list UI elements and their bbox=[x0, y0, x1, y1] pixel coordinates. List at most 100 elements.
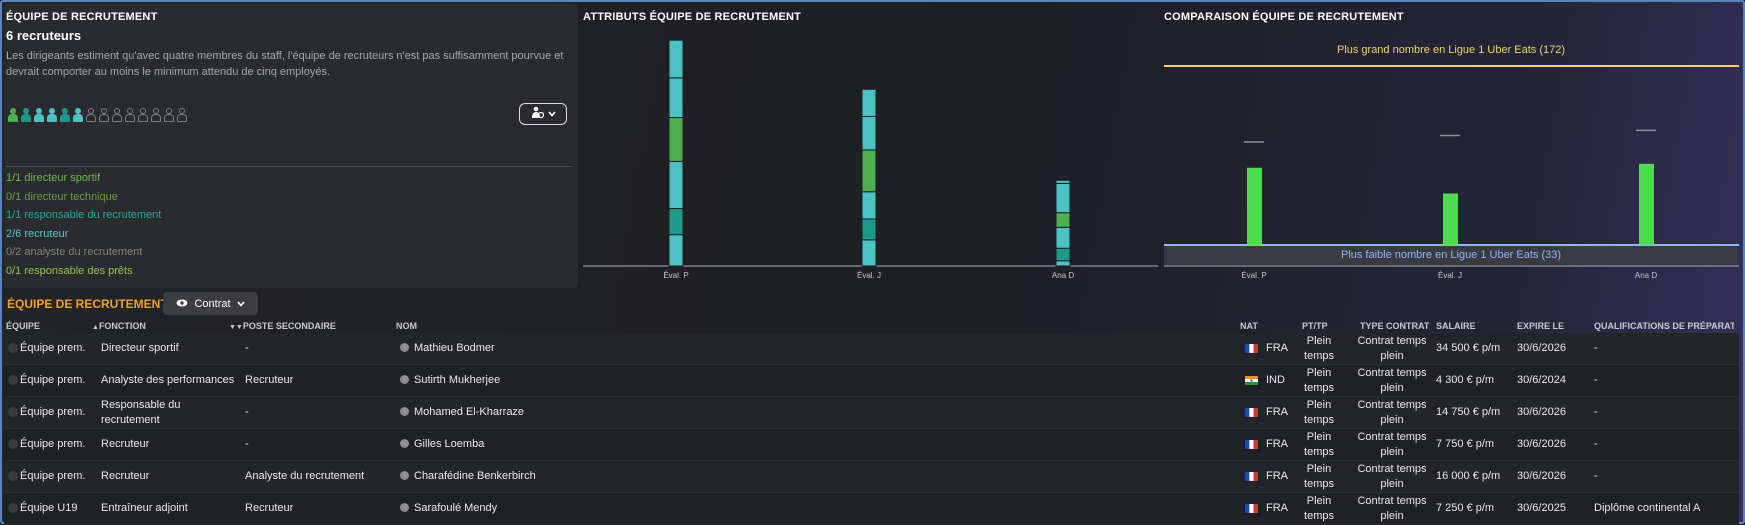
select-dot[interactable] bbox=[8, 407, 18, 417]
role-count: 1/1 directeur sportif bbox=[6, 172, 101, 184]
cell-expire: 30/6/2026 bbox=[1517, 470, 1566, 482]
role-list: 1/1 directeur sportif 0/1 directeur techn… bbox=[6, 169, 161, 281]
x-tick-label: Éval. P bbox=[1241, 271, 1266, 280]
cell-qualifications: - bbox=[1594, 438, 1598, 450]
value-bar bbox=[1639, 163, 1654, 245]
staff-slot-icon bbox=[112, 108, 122, 122]
cell-pt-tp: Plein temps bbox=[1304, 399, 1334, 426]
contract-view-button[interactable]: Contrat bbox=[163, 292, 258, 315]
cell-qualifications: - bbox=[1594, 406, 1598, 418]
x-tick-label: Éval. J bbox=[1438, 271, 1462, 280]
comparison-chart: Éval. P Éval. J Ana D bbox=[1164, 65, 1739, 280]
cell-expire: 30/6/2025 bbox=[1517, 502, 1566, 514]
cell-fonction: Analyste des performances bbox=[101, 374, 235, 386]
panel-title: ÉQUIPE DE RECRUTEMENT bbox=[6, 11, 158, 23]
select-dot[interactable] bbox=[8, 503, 18, 513]
cell-poste-secondaire: - bbox=[245, 406, 249, 418]
cell-type-contrat: Contrat temps plein bbox=[1357, 367, 1427, 394]
staff-slot-icon bbox=[47, 108, 57, 122]
cell-pt-tp: Plein temps bbox=[1304, 367, 1334, 394]
select-dot[interactable] bbox=[8, 343, 18, 353]
cell-nom[interactable]: Mohamed El-Kharraze bbox=[400, 406, 524, 418]
col-equipe[interactable]: ÉQUIPE bbox=[6, 321, 41, 331]
table-row[interactable]: Équipe prem. Analyste des performances Rec… bbox=[4, 365, 1739, 397]
cell-poste-secondaire: Recruteur bbox=[245, 374, 294, 386]
cell-poste-secondaire: Recruteur bbox=[245, 502, 294, 514]
col-expire[interactable]: EXPIRE LE bbox=[1517, 321, 1565, 331]
cell-fonction: Directeur sportif bbox=[101, 342, 179, 354]
col-nat[interactable]: NAT bbox=[1240, 321, 1258, 331]
role-count: 0/2 analyste du recrutement bbox=[6, 246, 143, 259]
cell-equipe: Équipe prem. bbox=[20, 406, 86, 418]
table-row[interactable]: Équipe U19 Entraîneur adjoint Recruteur Sar… bbox=[4, 493, 1739, 525]
staff-slots bbox=[8, 108, 187, 122]
staff-table-body: Équipe prem. Directeur sportif - Mathieu Bo… bbox=[4, 333, 1739, 525]
cell-type-contrat: Contrat temps plein bbox=[1357, 495, 1427, 522]
staff-slot-icon bbox=[60, 108, 70, 122]
cell-type-contrat: Contrat temps plein bbox=[1357, 463, 1427, 490]
recruitment-summary-panel: ÉQUIPE DE RECRUTEMENT 6 recruteurs Les d… bbox=[4, 4, 578, 288]
stack-segment bbox=[861, 191, 877, 220]
select-dot[interactable] bbox=[8, 471, 18, 481]
cell-expire: 30/6/2026 bbox=[1517, 406, 1566, 418]
table-row[interactable]: Équipe prem. Recruteur Analyste du recrute… bbox=[4, 461, 1739, 493]
eye-icon bbox=[176, 298, 188, 310]
table-row[interactable]: Équipe prem. Responsable du recrutement - M… bbox=[4, 397, 1739, 429]
staffing-description: Les dirigeants estiment qu'avec quatre m… bbox=[6, 50, 564, 78]
staff-view-dropdown[interactable] bbox=[519, 103, 567, 125]
cell-salaire: 14 750 € p/m bbox=[1436, 406, 1501, 418]
cell-nom[interactable]: Gilles Loemba bbox=[400, 438, 484, 450]
cell-nom[interactable]: Sarafoulé Mendy bbox=[400, 502, 497, 514]
staff-slot-icon bbox=[177, 108, 187, 122]
stack-segment bbox=[1055, 182, 1071, 214]
select-dot[interactable] bbox=[8, 375, 18, 385]
cell-poste-secondaire: - bbox=[245, 438, 249, 450]
col-poste-secondaire[interactable]: ▼▼POSTE SECONDAIRE bbox=[229, 321, 336, 331]
lowest-label: Plus faible nombre en Ligue 1 Uber Eats … bbox=[1164, 246, 1738, 265]
table-header: ÉQUIPE ▲FONCTION ▼▼POSTE SECONDAIRE NOM … bbox=[0, 319, 1745, 333]
staff-slot-icon bbox=[34, 108, 44, 122]
col-nom[interactable]: NOM bbox=[396, 321, 417, 331]
col-salaire[interactable]: SALAIRE bbox=[1436, 321, 1476, 331]
comparison-title: COMPARAISON ÉQUIPE DE RECRUTEMENT bbox=[1164, 11, 1404, 23]
staff-slot-icon bbox=[86, 108, 96, 122]
attributes-chart: Éval. P Éval. J Ana D bbox=[583, 39, 1158, 280]
col-qualifications[interactable]: QUALIFICATIONS DE PRÉPARAT... bbox=[1594, 321, 1734, 331]
contract-view-label: Contrat bbox=[194, 297, 231, 310]
staff-slot-icon bbox=[21, 108, 31, 122]
cell-nat: IND bbox=[1266, 374, 1285, 386]
panel-divider bbox=[6, 166, 572, 167]
col-pt-tp[interactable]: PT/TP bbox=[1302, 321, 1328, 331]
stack-segment bbox=[861, 239, 877, 267]
table-row[interactable]: Équipe prem. Recruteur - Gilles Loemba FRA Pl… bbox=[4, 429, 1739, 461]
stack-segment bbox=[861, 116, 877, 151]
stack-segment bbox=[861, 88, 877, 117]
cell-nom[interactable]: Sutirth Mukherjee bbox=[400, 374, 500, 386]
cell-nat: FRA bbox=[1266, 406, 1288, 418]
cell-equipe: Équipe U19 bbox=[20, 502, 78, 514]
x-tick-label: Ana D bbox=[1052, 271, 1074, 280]
stack-segment bbox=[861, 149, 877, 193]
stack-segment bbox=[668, 77, 684, 119]
cell-fonction: Responsable du recrutement bbox=[101, 399, 181, 426]
col-type-contrat[interactable]: TYPE CONTRAT bbox=[1360, 321, 1430, 331]
staff-slot-icon bbox=[151, 108, 161, 122]
cell-nom[interactable]: Charafédine Benkerbirch bbox=[400, 470, 536, 482]
cell-salaire: 34 500 € p/m bbox=[1436, 342, 1501, 354]
cell-nom[interactable]: Mathieu Bodmer bbox=[400, 342, 495, 354]
staff-view-icon bbox=[531, 106, 544, 122]
cell-salaire: 7 250 € p/m bbox=[1436, 502, 1495, 514]
select-dot[interactable] bbox=[8, 439, 18, 449]
cell-equipe: Équipe prem. bbox=[20, 438, 86, 450]
cell-salaire: 4 300 € p/m bbox=[1436, 374, 1495, 386]
staff-table-title: ÉQUIPE DE RECRUTEMENT bbox=[7, 297, 168, 311]
col-fonction[interactable]: ▲FONCTION bbox=[92, 321, 146, 331]
cell-poste-secondaire: - bbox=[245, 342, 249, 354]
cell-pt-tp: Plein temps bbox=[1304, 495, 1334, 522]
table-row[interactable]: Équipe prem. Directeur sportif - Mathieu Bo… bbox=[4, 333, 1739, 365]
sort-icon: ▼▼ bbox=[229, 324, 243, 331]
cell-qualifications: - bbox=[1594, 342, 1598, 354]
cell-expire: 30/6/2026 bbox=[1517, 342, 1566, 354]
sort-asc-icon: ▲ bbox=[92, 324, 99, 331]
avatar-icon bbox=[400, 439, 409, 448]
